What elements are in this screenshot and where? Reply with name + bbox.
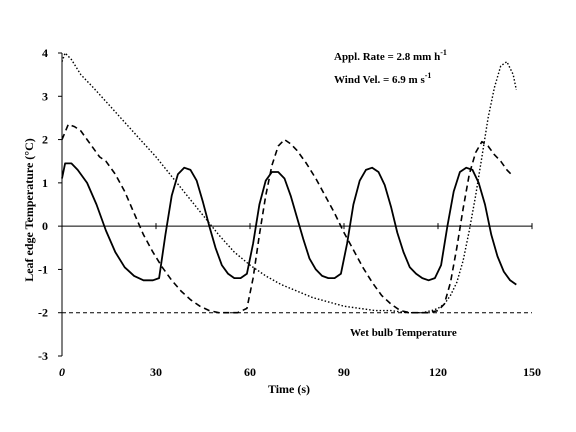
y-tick-label: 2 bbox=[42, 133, 48, 147]
x-tick-label: 120 bbox=[429, 365, 447, 379]
x-tick-label: 30 bbox=[150, 365, 162, 379]
wind-velocity-superscript: -1 bbox=[425, 71, 432, 80]
application-rate-annotation: Appl. Rate = 2.8 mm h-1 bbox=[334, 48, 447, 63]
series-line-dotted bbox=[61, 52, 517, 314]
series-line-solid bbox=[61, 162, 517, 286]
x-axis-label: Time (s) bbox=[268, 382, 310, 396]
y-tick-label: -1 bbox=[38, 262, 48, 276]
y-tick-label: -3 bbox=[38, 349, 48, 363]
y-axis-label: Leaf edge Temperature (°C) bbox=[22, 138, 36, 282]
series-line-dashed bbox=[61, 123, 514, 314]
tick-labels: -3 -2 -1 0 1 2 3 4 0 30 60 90 120 150 bbox=[38, 46, 541, 379]
y-tick-label: 1 bbox=[42, 176, 48, 190]
wet-bulb-temperature-label: Wet bulb Temperature bbox=[350, 327, 457, 339]
application-rate-superscript: -1 bbox=[440, 48, 447, 57]
application-rate-text: Appl. Rate = 2.8 mm h bbox=[334, 51, 440, 63]
x-tick-label: 90 bbox=[338, 365, 350, 379]
y-tick-label: -2 bbox=[38, 306, 48, 320]
axes bbox=[58, 52, 533, 357]
y-tick-label: 3 bbox=[42, 89, 48, 103]
wind-velocity-text: Wind Vel. = 6.9 m s bbox=[334, 74, 425, 86]
x-tick-label: 60 bbox=[244, 365, 256, 379]
x-tick-label: 150 bbox=[523, 365, 541, 379]
wind-velocity-annotation: Wind Vel. = 6.9 m s-1 bbox=[334, 71, 431, 86]
x-tick-label: 0 bbox=[59, 365, 65, 379]
series-group bbox=[61, 52, 517, 314]
y-tick-label: 0 bbox=[42, 219, 48, 233]
y-tick-label: 4 bbox=[42, 46, 48, 60]
